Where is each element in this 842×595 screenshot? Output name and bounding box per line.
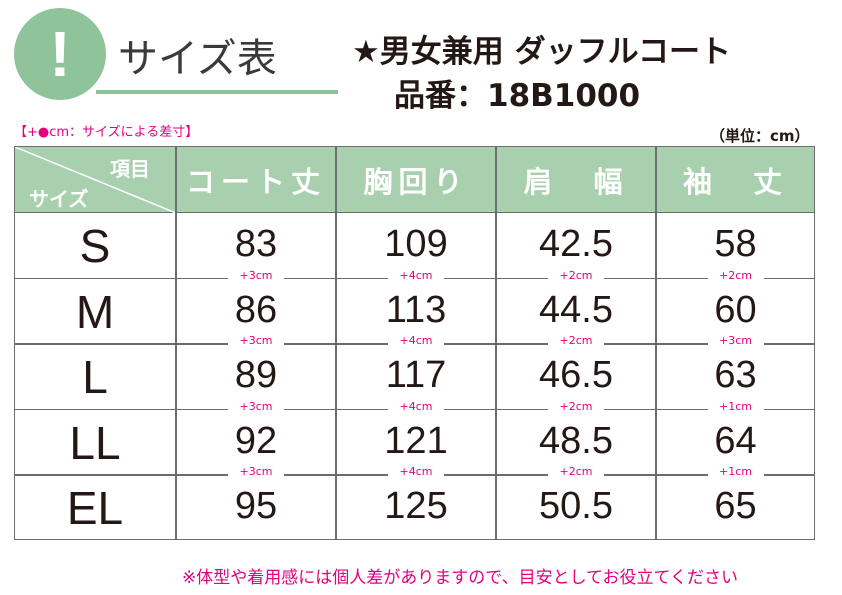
- size-label: LL: [69, 416, 121, 469]
- increment-sleeve: +1cm: [707, 465, 764, 479]
- cell-length: 95: [234, 485, 278, 528]
- unit-label: （単位：cm）: [710, 127, 810, 145]
- size-label: EL: [66, 482, 124, 535]
- increment-sleeve: +2cm: [707, 268, 764, 282]
- cell-sleeve: 64: [714, 419, 757, 462]
- page-title: サイズ表: [118, 36, 277, 82]
- cell-length: 92: [234, 419, 278, 462]
- corner-size-label: サイズ: [29, 187, 89, 211]
- cell-shoulder: 48.5: [539, 419, 613, 462]
- corner-diagonal: [15, 147, 176, 213]
- cell-length: 86: [234, 288, 278, 331]
- increment-length: +3cm: [228, 399, 284, 413]
- cell-shoulder: 46.5: [539, 354, 613, 397]
- increment-sleeve: +1cm: [707, 399, 764, 413]
- column-divider: [655, 147, 657, 539]
- column-header-shoulder: 肩 幅: [523, 165, 629, 199]
- column-header-chest: 胸回り: [363, 165, 469, 199]
- cell-chest: 117: [385, 354, 447, 397]
- increment-length: +3cm: [228, 465, 284, 479]
- size-label: L: [82, 351, 108, 404]
- increment-length: +3cm: [228, 268, 284, 282]
- size-label: M: [75, 285, 115, 338]
- increment-legend: 【+●cm：サイズによる差寸】: [14, 125, 199, 140]
- cell-chest: 109: [384, 223, 448, 265]
- column-header-sleeve: 袖 丈: [682, 165, 788, 199]
- cell-sleeve: 65: [714, 485, 757, 528]
- cell-sleeve: 63: [714, 354, 757, 397]
- cell-shoulder: 42.5: [539, 223, 613, 265]
- exclamation-badge-icon: !: [14, 8, 106, 100]
- cell-sleeve: 58: [714, 223, 757, 265]
- column-header-length: コート丈: [185, 165, 326, 199]
- corner-item-label: 項目: [110, 157, 150, 181]
- increment-chest: +4cm: [388, 399, 444, 413]
- cell-chest: 113: [385, 288, 447, 331]
- column-divider: [495, 147, 497, 539]
- cell-sleeve: 60: [714, 288, 757, 331]
- increment-sleeve: +3cm: [707, 334, 764, 348]
- size-table: 項目 サイズ コート丈 胸回り 肩 幅 袖 丈 S 83 109 42.5 58 M 86 113 44…: [14, 146, 815, 540]
- size-label: S: [79, 220, 111, 272]
- product-name: ★男女兼用 ダッフルコート: [352, 34, 731, 70]
- cell-shoulder: 50.5: [539, 485, 613, 528]
- cell-length: 83: [234, 223, 278, 265]
- increment-chest: +4cm: [388, 268, 444, 282]
- increment-chest: +4cm: [388, 334, 444, 348]
- cell-shoulder: 44.5: [539, 288, 613, 331]
- title-underline: [96, 90, 338, 94]
- increment-chest: +4cm: [388, 465, 444, 479]
- badge-glyph: !: [49, 18, 71, 90]
- increment-length: +3cm: [228, 334, 284, 348]
- column-divider: [175, 147, 177, 539]
- cell-chest: 121: [384, 419, 448, 462]
- increment-shoulder: +2cm: [548, 465, 604, 479]
- cell-length: 89: [234, 354, 278, 397]
- column-divider: [335, 147, 337, 539]
- product-number: 品番：18B1000: [394, 78, 641, 114]
- increment-shoulder: +2cm: [548, 334, 604, 348]
- increment-shoulder: +2cm: [548, 268, 604, 282]
- footer-note: ※体型や着用感には個人差がありますので、目安としてお役立てください: [182, 568, 739, 588]
- increment-shoulder: +2cm: [548, 399, 604, 413]
- cell-chest: 125: [384, 485, 448, 528]
